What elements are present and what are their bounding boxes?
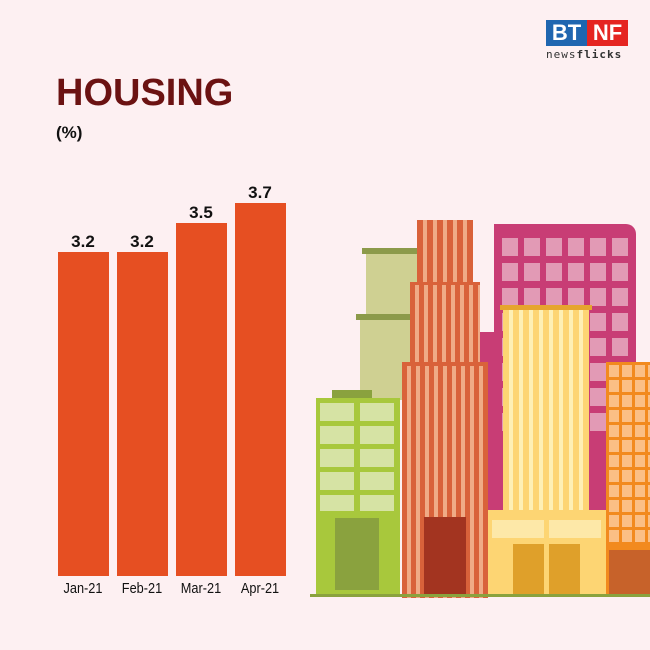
door xyxy=(549,544,580,594)
chart-unit: (%) xyxy=(56,123,83,142)
building-beige-ledge xyxy=(356,314,422,320)
logo-bt: BT xyxy=(546,20,587,46)
logo-nf: NF xyxy=(587,20,628,46)
building-beige-roof xyxy=(362,248,422,254)
bar-mar-21 xyxy=(176,223,227,576)
door xyxy=(335,518,379,590)
x-tick-label: Apr-21 xyxy=(240,580,280,597)
x-tick-label: Mar-21 xyxy=(180,580,222,597)
chart-title: HOUSING xyxy=(56,72,234,114)
building-orange-mid xyxy=(410,282,480,365)
data-label: 3.5 xyxy=(189,203,213,222)
ground-line xyxy=(310,594,650,597)
window xyxy=(492,520,544,538)
bar-apr-21 xyxy=(235,203,286,576)
building-yellow xyxy=(503,310,589,520)
data-label: 3.7 xyxy=(248,183,272,202)
building-orange-top xyxy=(417,220,473,282)
window xyxy=(549,520,601,538)
door xyxy=(424,517,466,594)
door xyxy=(609,550,650,594)
building-green-roof xyxy=(332,390,372,398)
building-yellow-roof xyxy=(500,305,592,310)
x-tick-label: Jan-21 xyxy=(63,580,103,597)
bar-jan-21 xyxy=(58,252,109,576)
building-green-windows xyxy=(320,403,396,511)
logo-subtitle: newsflicks xyxy=(546,48,623,61)
data-label: 3.2 xyxy=(71,232,95,251)
data-label: 3.2 xyxy=(130,232,154,251)
x-tick-label: Feb-21 xyxy=(121,580,163,597)
brand-logo: BT NF newsflicks xyxy=(546,20,628,61)
building-orange-grid-windows xyxy=(609,365,650,545)
door xyxy=(513,544,544,594)
bar-feb-21 xyxy=(117,252,168,576)
